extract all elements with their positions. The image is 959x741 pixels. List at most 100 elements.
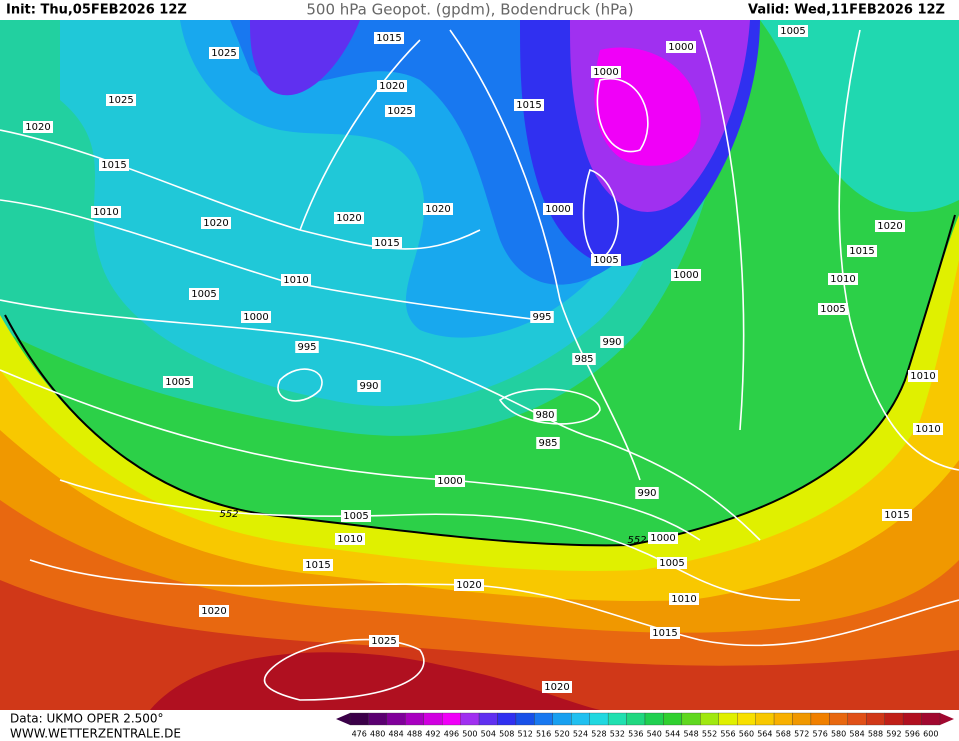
colorbar-label: 508 bbox=[499, 730, 514, 739]
colorbar-label: 516 bbox=[536, 730, 551, 739]
colorbar-label: 588 bbox=[868, 730, 883, 739]
isobar-label: 990 bbox=[637, 488, 656, 499]
isobar bbox=[838, 29, 959, 471]
colorbar-swatch bbox=[829, 712, 848, 726]
label-box bbox=[882, 509, 912, 521]
colorbar: 476 480 484 488 492 496 500 504 508 512 516 520 524 5… bbox=[336, 712, 954, 739]
colorbar-arrow bbox=[940, 713, 954, 725]
isobar bbox=[263, 638, 425, 701]
isobar-label: 1015 bbox=[652, 628, 677, 639]
colorbar-swatch bbox=[626, 712, 646, 726]
label-box bbox=[543, 203, 573, 215]
label-box bbox=[281, 274, 311, 286]
label-box bbox=[572, 353, 596, 365]
isobar-label: 1000 bbox=[243, 312, 268, 323]
colorbar-label: 524 bbox=[573, 730, 588, 739]
label-box bbox=[635, 487, 659, 499]
label-box bbox=[334, 212, 364, 224]
isobar-label: 1010 bbox=[830, 274, 855, 285]
label-box bbox=[591, 66, 621, 78]
label-box bbox=[303, 559, 333, 571]
isobar-label: 1010 bbox=[93, 207, 118, 218]
colorbar-label: 584 bbox=[849, 730, 864, 739]
label-box bbox=[163, 376, 193, 388]
colorbar-label: 600 bbox=[923, 730, 938, 739]
colorbar-swatch bbox=[810, 712, 830, 726]
isobar bbox=[0, 369, 701, 541]
label-box bbox=[913, 423, 943, 435]
label-box bbox=[648, 532, 678, 544]
colorbar-swatch bbox=[589, 712, 609, 726]
label-box bbox=[91, 206, 121, 218]
colorbar-swatch bbox=[773, 712, 793, 726]
label-box bbox=[189, 288, 219, 300]
colorbar-swatch bbox=[921, 712, 941, 726]
colorbar-swatch bbox=[552, 712, 572, 726]
label-box bbox=[241, 311, 271, 323]
isobar-label: 1025 bbox=[108, 95, 133, 106]
colorbar-swatch bbox=[534, 712, 553, 726]
colorbar-label: 500 bbox=[462, 730, 477, 739]
colorbar-swatch bbox=[607, 712, 627, 726]
colorbar-label: 564 bbox=[757, 730, 772, 739]
colorbar-swatch bbox=[792, 712, 812, 726]
label-box bbox=[671, 269, 701, 281]
colorbar-swatch bbox=[460, 712, 480, 726]
isobar bbox=[699, 29, 745, 431]
isobar-label: 1010 bbox=[671, 594, 696, 605]
isobar-label: 1000 bbox=[545, 204, 570, 215]
label-box bbox=[369, 635, 399, 647]
colorbar-swatch bbox=[405, 712, 424, 726]
label-box bbox=[201, 217, 231, 229]
isobar-label: 1020 bbox=[544, 682, 569, 693]
isobar-label: 1020 bbox=[877, 221, 902, 232]
isobar-label: 1005 bbox=[659, 558, 684, 569]
label-box bbox=[666, 41, 696, 53]
isobar-label: 1025 bbox=[387, 106, 412, 117]
colorbar-label: 596 bbox=[905, 730, 920, 739]
isobar bbox=[59, 479, 801, 601]
field bbox=[250, 20, 360, 96]
colorbar-label: 556 bbox=[720, 730, 735, 739]
isobar bbox=[277, 368, 323, 402]
isobar-label: 1020 bbox=[201, 606, 226, 617]
isobar bbox=[29, 559, 959, 647]
isobar-label: 1025 bbox=[371, 636, 396, 647]
map-area bbox=[0, 20, 959, 710]
label-box bbox=[542, 681, 572, 693]
label-box bbox=[778, 25, 808, 37]
isobar-label: 1020 bbox=[25, 122, 50, 133]
colorbar-label: 592 bbox=[886, 730, 901, 739]
colorbar-label: 512 bbox=[518, 730, 533, 739]
isobar-label: 995 bbox=[532, 312, 551, 323]
isobar-label: 1015 bbox=[101, 160, 126, 171]
isobar bbox=[0, 129, 481, 250]
colorbar-label: 484 bbox=[388, 730, 403, 739]
colorbar-swatch bbox=[386, 712, 406, 726]
isobar-label: 1020 bbox=[336, 213, 361, 224]
label-box bbox=[99, 159, 129, 171]
isobar-label: 1015 bbox=[376, 33, 401, 44]
colorbar-label: 536 bbox=[628, 730, 643, 739]
label-box bbox=[591, 254, 621, 266]
label-box bbox=[650, 627, 680, 639]
label-box bbox=[357, 380, 381, 392]
isobar-label: 1015 bbox=[374, 238, 399, 249]
label-box bbox=[818, 303, 848, 315]
isobar bbox=[0, 299, 761, 541]
colorbar-label: 504 bbox=[481, 730, 496, 739]
contour-552 bbox=[4, 214, 956, 547]
isobar-label: 980 bbox=[535, 410, 554, 421]
colorbar-swatch bbox=[644, 712, 664, 726]
label-box bbox=[372, 237, 402, 249]
isobar-label: 1000 bbox=[593, 67, 618, 78]
label-box bbox=[385, 105, 415, 117]
colorbar-label: 580 bbox=[831, 730, 846, 739]
isobar-label: 1010 bbox=[337, 534, 362, 545]
isobar-label: 1005 bbox=[593, 255, 618, 266]
colorbar-arrow bbox=[336, 713, 350, 725]
colorbar-swatch bbox=[571, 712, 590, 726]
isobar-label: 990 bbox=[359, 381, 378, 392]
label-box bbox=[435, 475, 465, 487]
isobar-label: 1005 bbox=[820, 304, 845, 315]
